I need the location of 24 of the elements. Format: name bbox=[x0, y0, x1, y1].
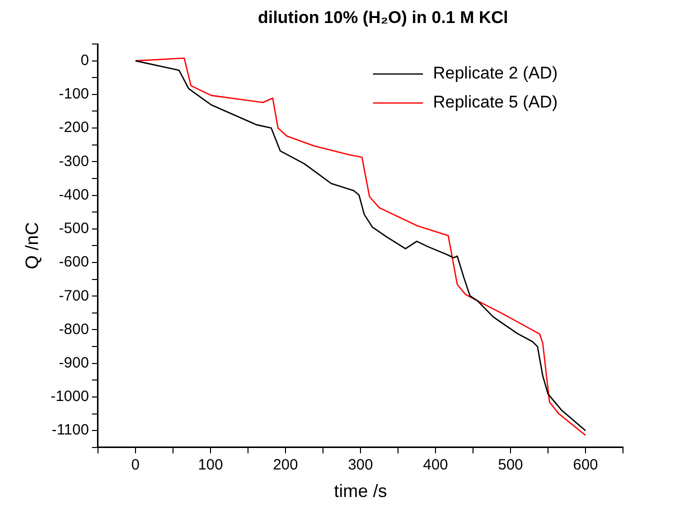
y-tick-label: -100 bbox=[58, 86, 89, 103]
y-tick-label: -300 bbox=[58, 152, 89, 170]
x-tick-label: 500 bbox=[498, 456, 524, 474]
y-axis-title: Q /nC bbox=[22, 222, 42, 270]
x-tick-label: 0 bbox=[131, 456, 140, 474]
y-tick-label: -900 bbox=[58, 354, 89, 372]
y-tick-label: -400 bbox=[58, 186, 89, 204]
x-tick-label: 600 bbox=[572, 456, 598, 474]
x-tick-label: 200 bbox=[272, 456, 298, 474]
x-axis-title: time /s bbox=[334, 481, 387, 502]
chart-title: dilution 10% (H₂O) in 0.1 M KCl bbox=[256, 8, 510, 29]
y-tick-label: -600 bbox=[58, 254, 89, 271]
y-tick-label: -200 bbox=[58, 119, 89, 136]
y-tick-label: -1000 bbox=[50, 388, 89, 406]
y-tick-label: -1100 bbox=[52, 422, 89, 439]
y-tick-label: -500 bbox=[58, 220, 89, 238]
legend-label: Replicate 2 (AD) bbox=[433, 64, 558, 83]
y-tick-label: -800 bbox=[58, 320, 89, 338]
x-tick-label: 400 bbox=[422, 456, 448, 474]
y-tick-label: -700 bbox=[58, 287, 89, 304]
x-tick-label: 100 bbox=[198, 456, 223, 474]
y-tick-label: 0 bbox=[80, 52, 89, 69]
legend-label: Replicate 5 (AD) bbox=[433, 92, 558, 112]
x-tick-label: 300 bbox=[348, 456, 373, 474]
